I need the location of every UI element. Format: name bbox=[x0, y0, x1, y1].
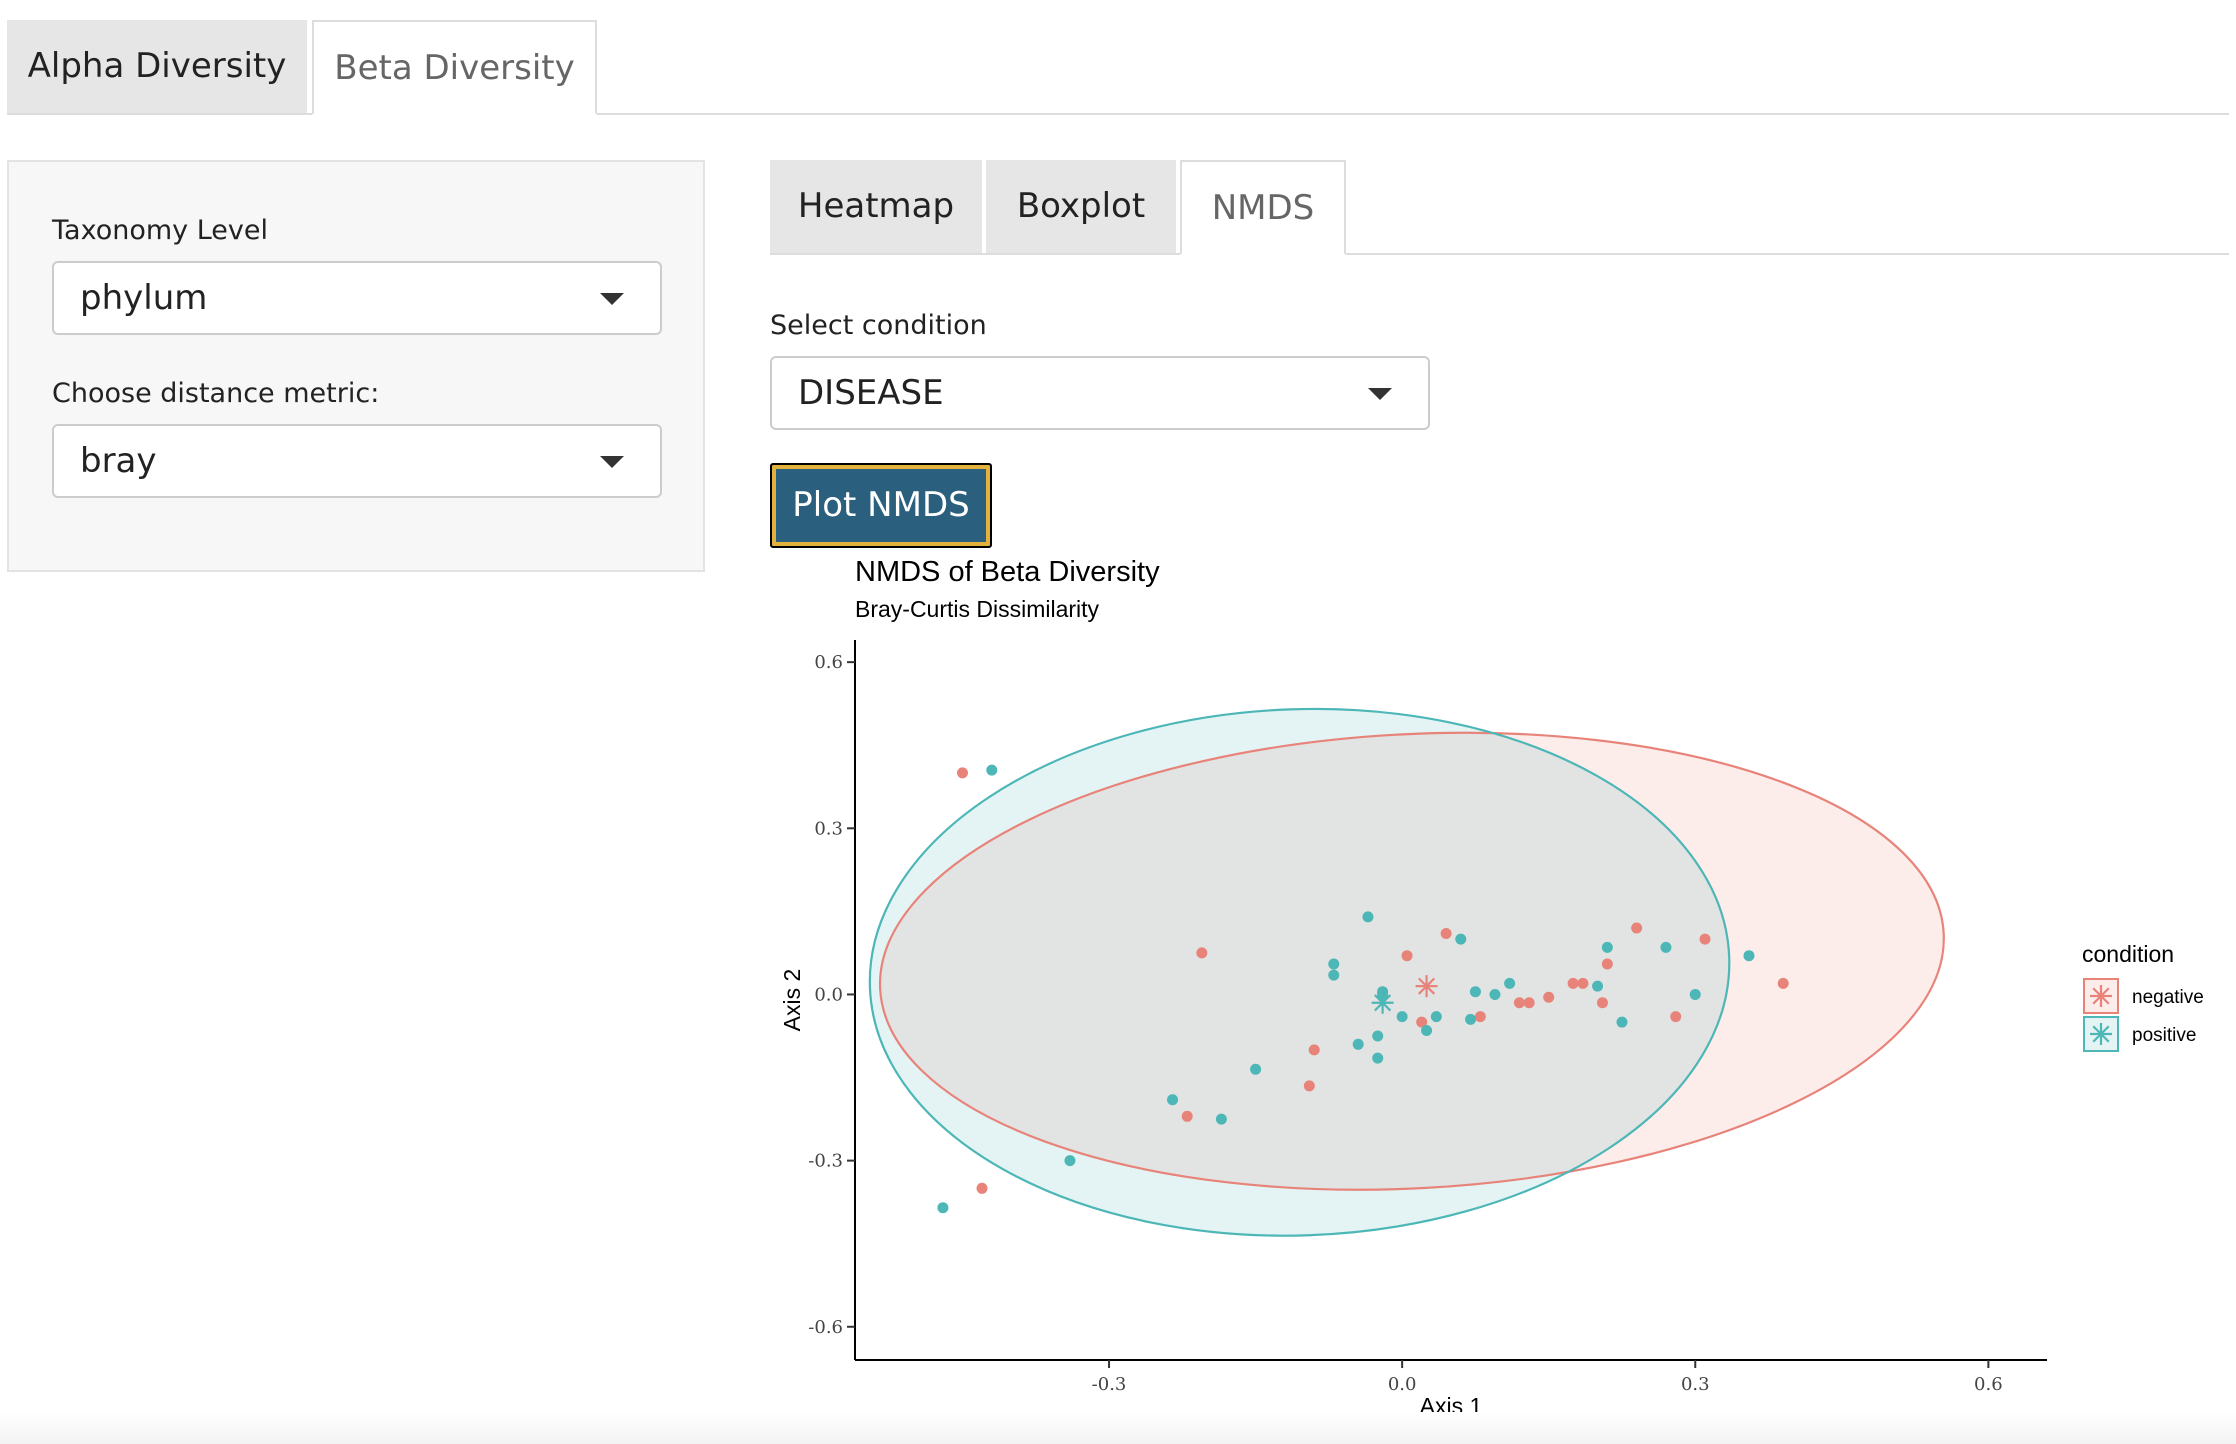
top-tabset: Alpha Diversity Beta Diversity bbox=[7, 20, 2229, 115]
data-point-positive bbox=[1328, 969, 1340, 981]
chevron-down-icon bbox=[600, 293, 624, 305]
chevron-down-icon bbox=[1368, 388, 1392, 400]
x-tick-label: 0.3 bbox=[1681, 1374, 1710, 1395]
taxonomy-level-label: Taxonomy Level bbox=[52, 215, 268, 246]
y-tick-label: -0.6 bbox=[808, 1317, 843, 1338]
data-point-positive bbox=[1465, 1013, 1477, 1025]
data-point-negative bbox=[1577, 977, 1589, 989]
centroid-positive bbox=[1371, 991, 1394, 1014]
data-point-positive bbox=[937, 1202, 949, 1214]
data-point-negative bbox=[1523, 997, 1535, 1009]
legend-symbol-negative bbox=[2090, 985, 2112, 1007]
y-tick-label: -0.3 bbox=[808, 1151, 843, 1172]
data-point-positive bbox=[1396, 1011, 1408, 1023]
sub-tabset: Heatmap Boxplot NMDS bbox=[770, 160, 2229, 255]
bottom-shadow bbox=[0, 1412, 2236, 1444]
data-point-positive bbox=[1616, 1016, 1628, 1028]
legend-label-negative: negative bbox=[2132, 987, 2204, 1008]
data-point-positive bbox=[1489, 988, 1501, 1000]
data-point-negative bbox=[1440, 928, 1452, 940]
ellipse-outline-positive bbox=[868, 707, 1731, 1237]
y-tick-label: 0.0 bbox=[814, 984, 843, 1005]
x-tick-label: 0.6 bbox=[1974, 1374, 2003, 1395]
data-point-negative bbox=[956, 767, 968, 779]
data-point-negative bbox=[1474, 1011, 1486, 1023]
ellipse-outline-negative bbox=[878, 731, 1945, 1191]
data-point-positive bbox=[1362, 911, 1374, 923]
condition-value: DISEASE bbox=[798, 373, 944, 413]
legend-title: condition bbox=[2082, 941, 2174, 967]
legend-symbol-positive bbox=[2090, 1023, 2112, 1045]
data-point-negative bbox=[1196, 947, 1208, 959]
chevron-down-icon bbox=[600, 456, 624, 468]
sidebar-panel: Taxonomy Level phylum Choose distance me… bbox=[7, 160, 705, 572]
data-point-negative bbox=[1567, 977, 1579, 989]
data-point-negative bbox=[1543, 991, 1555, 1003]
condition-select[interactable]: DISEASE bbox=[770, 356, 1430, 430]
data-point-positive bbox=[1660, 941, 1672, 953]
data-point-positive bbox=[1250, 1063, 1262, 1075]
plot-nmds-button[interactable]: Plot NMDS bbox=[770, 463, 992, 548]
distance-metric-label: Choose distance metric: bbox=[52, 378, 380, 409]
data-point-positive bbox=[986, 764, 998, 776]
data-point-positive bbox=[1215, 1113, 1227, 1125]
taxonomy-level-value: phylum bbox=[80, 278, 208, 318]
data-point-positive bbox=[1592, 980, 1604, 992]
data-point-negative bbox=[1401, 950, 1413, 962]
ellipse-fill-positive bbox=[869, 708, 1730, 1236]
centroid-stroke bbox=[2092, 987, 2110, 1005]
tab-beta-diversity[interactable]: Beta Diversity bbox=[312, 20, 597, 115]
data-point-positive bbox=[1328, 958, 1340, 970]
x-tick-label: 0.0 bbox=[1388, 1374, 1417, 1395]
chart-subtitle: Bray-Curtis Dissimilarity bbox=[855, 596, 1100, 622]
legend-label-positive: positive bbox=[2132, 1025, 2196, 1046]
data-point-positive bbox=[1064, 1155, 1076, 1167]
distance-metric-select[interactable]: bray bbox=[52, 424, 662, 498]
data-point-negative bbox=[1513, 997, 1525, 1009]
data-point-positive bbox=[1689, 988, 1701, 1000]
x-tick-label: -0.3 bbox=[1092, 1374, 1127, 1395]
data-point-negative bbox=[1416, 1016, 1428, 1028]
data-point-positive bbox=[1743, 950, 1755, 962]
centroid-stroke bbox=[2092, 1025, 2110, 1043]
data-point-positive bbox=[1601, 941, 1613, 953]
data-point-positive bbox=[1421, 1024, 1433, 1036]
taxonomy-level-select[interactable]: phylum bbox=[52, 261, 662, 335]
tab-alpha-diversity[interactable]: Alpha Diversity bbox=[7, 20, 307, 113]
data-point-positive bbox=[1372, 1030, 1384, 1042]
data-point-negative bbox=[976, 1182, 988, 1194]
data-point-positive bbox=[1469, 986, 1481, 998]
y-axis-title: Axis 2 bbox=[779, 969, 805, 1032]
data-point-negative bbox=[1596, 997, 1608, 1009]
distance-metric-value: bray bbox=[80, 441, 157, 481]
centroid-stroke bbox=[1418, 977, 1436, 995]
data-point-positive bbox=[1430, 1011, 1442, 1023]
chart-title: NMDS of Beta Diversity bbox=[855, 556, 1160, 588]
data-point-negative bbox=[1303, 1080, 1315, 1092]
ellipse-fill-negative bbox=[880, 732, 1944, 1190]
data-point-positive bbox=[1167, 1094, 1179, 1106]
data-point-negative bbox=[1631, 922, 1643, 934]
y-tick-label: 0.6 bbox=[814, 652, 843, 673]
data-point-positive bbox=[1504, 977, 1516, 989]
tab-heatmap[interactable]: Heatmap bbox=[770, 160, 982, 253]
centroid-stroke bbox=[1374, 994, 1392, 1012]
data-point-negative bbox=[1601, 958, 1613, 970]
data-point-negative bbox=[1308, 1044, 1320, 1056]
data-point-positive bbox=[1372, 1052, 1384, 1064]
data-point-negative bbox=[1699, 933, 1711, 945]
data-point-negative bbox=[1181, 1110, 1193, 1122]
tab-boxplot[interactable]: Boxplot bbox=[986, 160, 1176, 253]
select-condition-label: Select condition bbox=[770, 310, 987, 341]
data-point-positive bbox=[1352, 1038, 1364, 1050]
tab-nmds[interactable]: NMDS bbox=[1180, 160, 1346, 255]
data-point-positive bbox=[1455, 933, 1467, 945]
y-tick-label: 0.3 bbox=[814, 818, 843, 839]
data-point-negative bbox=[1670, 1011, 1682, 1023]
data-point-negative bbox=[1777, 977, 1789, 989]
centroid-negative bbox=[1415, 975, 1438, 998]
